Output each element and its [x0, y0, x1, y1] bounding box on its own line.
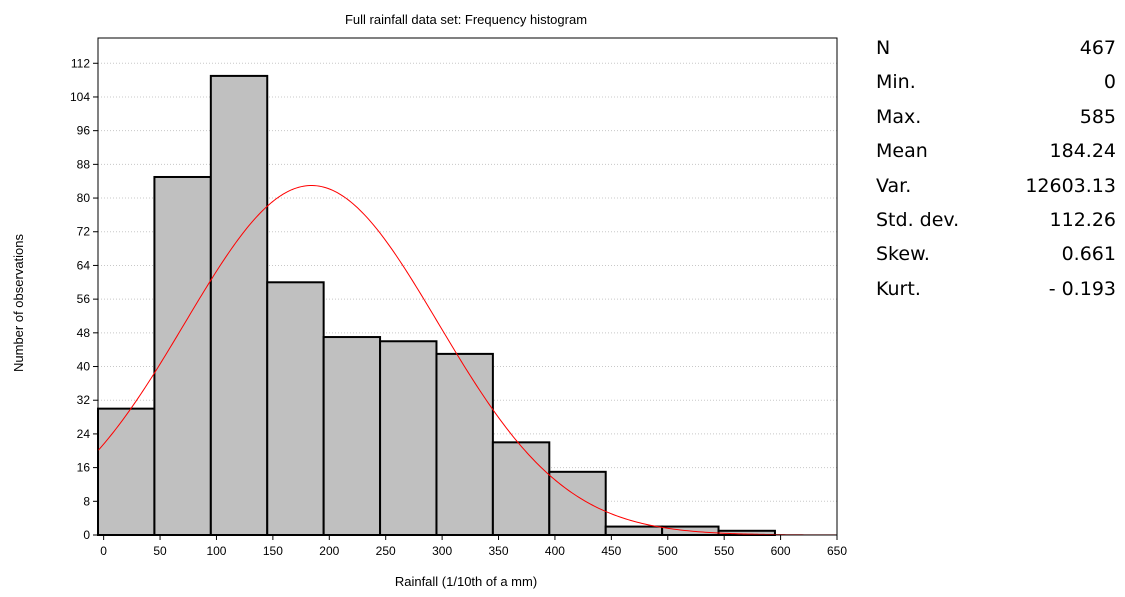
histogram-bar — [266, 281, 325, 537]
x-tick-label: 250 — [376, 544, 396, 558]
stat-value: 0.661 — [1061, 243, 1116, 266]
stat-row: Min. 0 — [876, 65, 1116, 99]
stat-row: Std. dev. 112.26 — [876, 203, 1116, 237]
x-tick-label: 450 — [601, 544, 621, 558]
x-tick-label: 550 — [714, 544, 734, 558]
stat-value: 0 — [1103, 71, 1116, 94]
x-tick-label: 200 — [319, 544, 339, 558]
x-tick-label: 650 — [827, 544, 847, 558]
stat-row: Var. 12603.13 — [876, 169, 1116, 203]
stat-label: Std. dev. — [876, 208, 960, 231]
stat-label: Skew. — [876, 243, 930, 266]
stat-label: Min. — [876, 71, 916, 94]
x-tick-label: 50 — [153, 544, 167, 558]
stat-label: N — [876, 37, 891, 59]
histogram-bar — [435, 352, 494, 536]
x-tick-label: 0 — [100, 544, 107, 558]
y-tick-label: 112 — [71, 56, 90, 70]
bars-layer — [97, 74, 776, 537]
histogram-bar — [491, 441, 551, 537]
stat-label: Max. — [876, 105, 922, 128]
x-tick-label: 300 — [432, 544, 452, 558]
y-tick-label: 16 — [77, 461, 91, 475]
stat-label: Mean — [876, 140, 928, 163]
x-tick-label: 500 — [658, 544, 678, 558]
stat-value: 184.24 — [1049, 140, 1116, 163]
normal-fit-curve — [97, 185, 836, 536]
y-tick-label: 64 — [77, 258, 91, 272]
y-tick-label: 96 — [77, 124, 91, 138]
stat-value: 467 — [1079, 37, 1116, 59]
x-tick-label: 350 — [489, 544, 509, 558]
y-tick-label: 32 — [77, 393, 91, 407]
stat-label: Var. — [876, 174, 912, 197]
y-tick-label: 80 — [77, 191, 91, 205]
stat-row: Max. 585 — [876, 100, 1116, 134]
y-tick-label: 48 — [77, 326, 91, 340]
x-tick-label: 600 — [771, 544, 791, 558]
stat-value: - 0.193 — [1048, 277, 1116, 300]
y-axis-label: Number of observations — [11, 233, 26, 372]
y-tick-label: 24 — [77, 427, 91, 441]
y-tick-label: 0 — [83, 528, 90, 542]
y-tick-label: 72 — [77, 225, 91, 239]
histogram-bar — [97, 407, 156, 537]
x-tick-label: 400 — [545, 544, 565, 558]
x-tick-label: 150 — [263, 544, 283, 558]
histogram-bar — [379, 340, 438, 536]
x-tick-label: 100 — [206, 544, 226, 558]
y-tick-label: 104 — [70, 90, 90, 104]
stat-row: N 467 — [876, 31, 1116, 65]
histogram-bar — [548, 470, 607, 536]
stat-row: Mean 184.24 — [876, 134, 1116, 168]
stat-row: Skew. 0.661 — [876, 237, 1116, 271]
histogram-bar — [209, 74, 269, 537]
x-axis-label: Rainfall (1/10th of a mm) — [395, 574, 537, 589]
chart-title: Full rainfall data set: Frequency histog… — [345, 12, 587, 27]
y-tick-label: 40 — [77, 360, 91, 374]
stat-label: Kurt. — [876, 277, 921, 300]
ticks-layer: 0 50 100 150 200 250 300 350 400 450 500 550 600 650 0… — [70, 56, 847, 558]
stat-value: 112.26 — [1049, 208, 1116, 231]
stat-value: 585 — [1079, 105, 1116, 128]
y-tick-label: 56 — [77, 292, 91, 306]
stat-row: Kurt. - 0.193 — [876, 272, 1116, 306]
y-tick-label: 8 — [83, 494, 90, 508]
summary-statistics-panel: N 467 Min. 0 Max. 585 Mean 184.24 Var. 12603.13 St… — [876, 31, 1116, 306]
histogram-bar — [153, 175, 212, 537]
stat-value: 12603.13 — [1025, 174, 1116, 197]
histogram-chart: Full rainfall data set: Frequency histog… — [11, 12, 847, 589]
histogram-bar — [322, 336, 382, 536]
histogram-bar — [604, 525, 664, 537]
plot-frame — [97, 37, 838, 536]
y-tick-label: 88 — [77, 157, 91, 171]
